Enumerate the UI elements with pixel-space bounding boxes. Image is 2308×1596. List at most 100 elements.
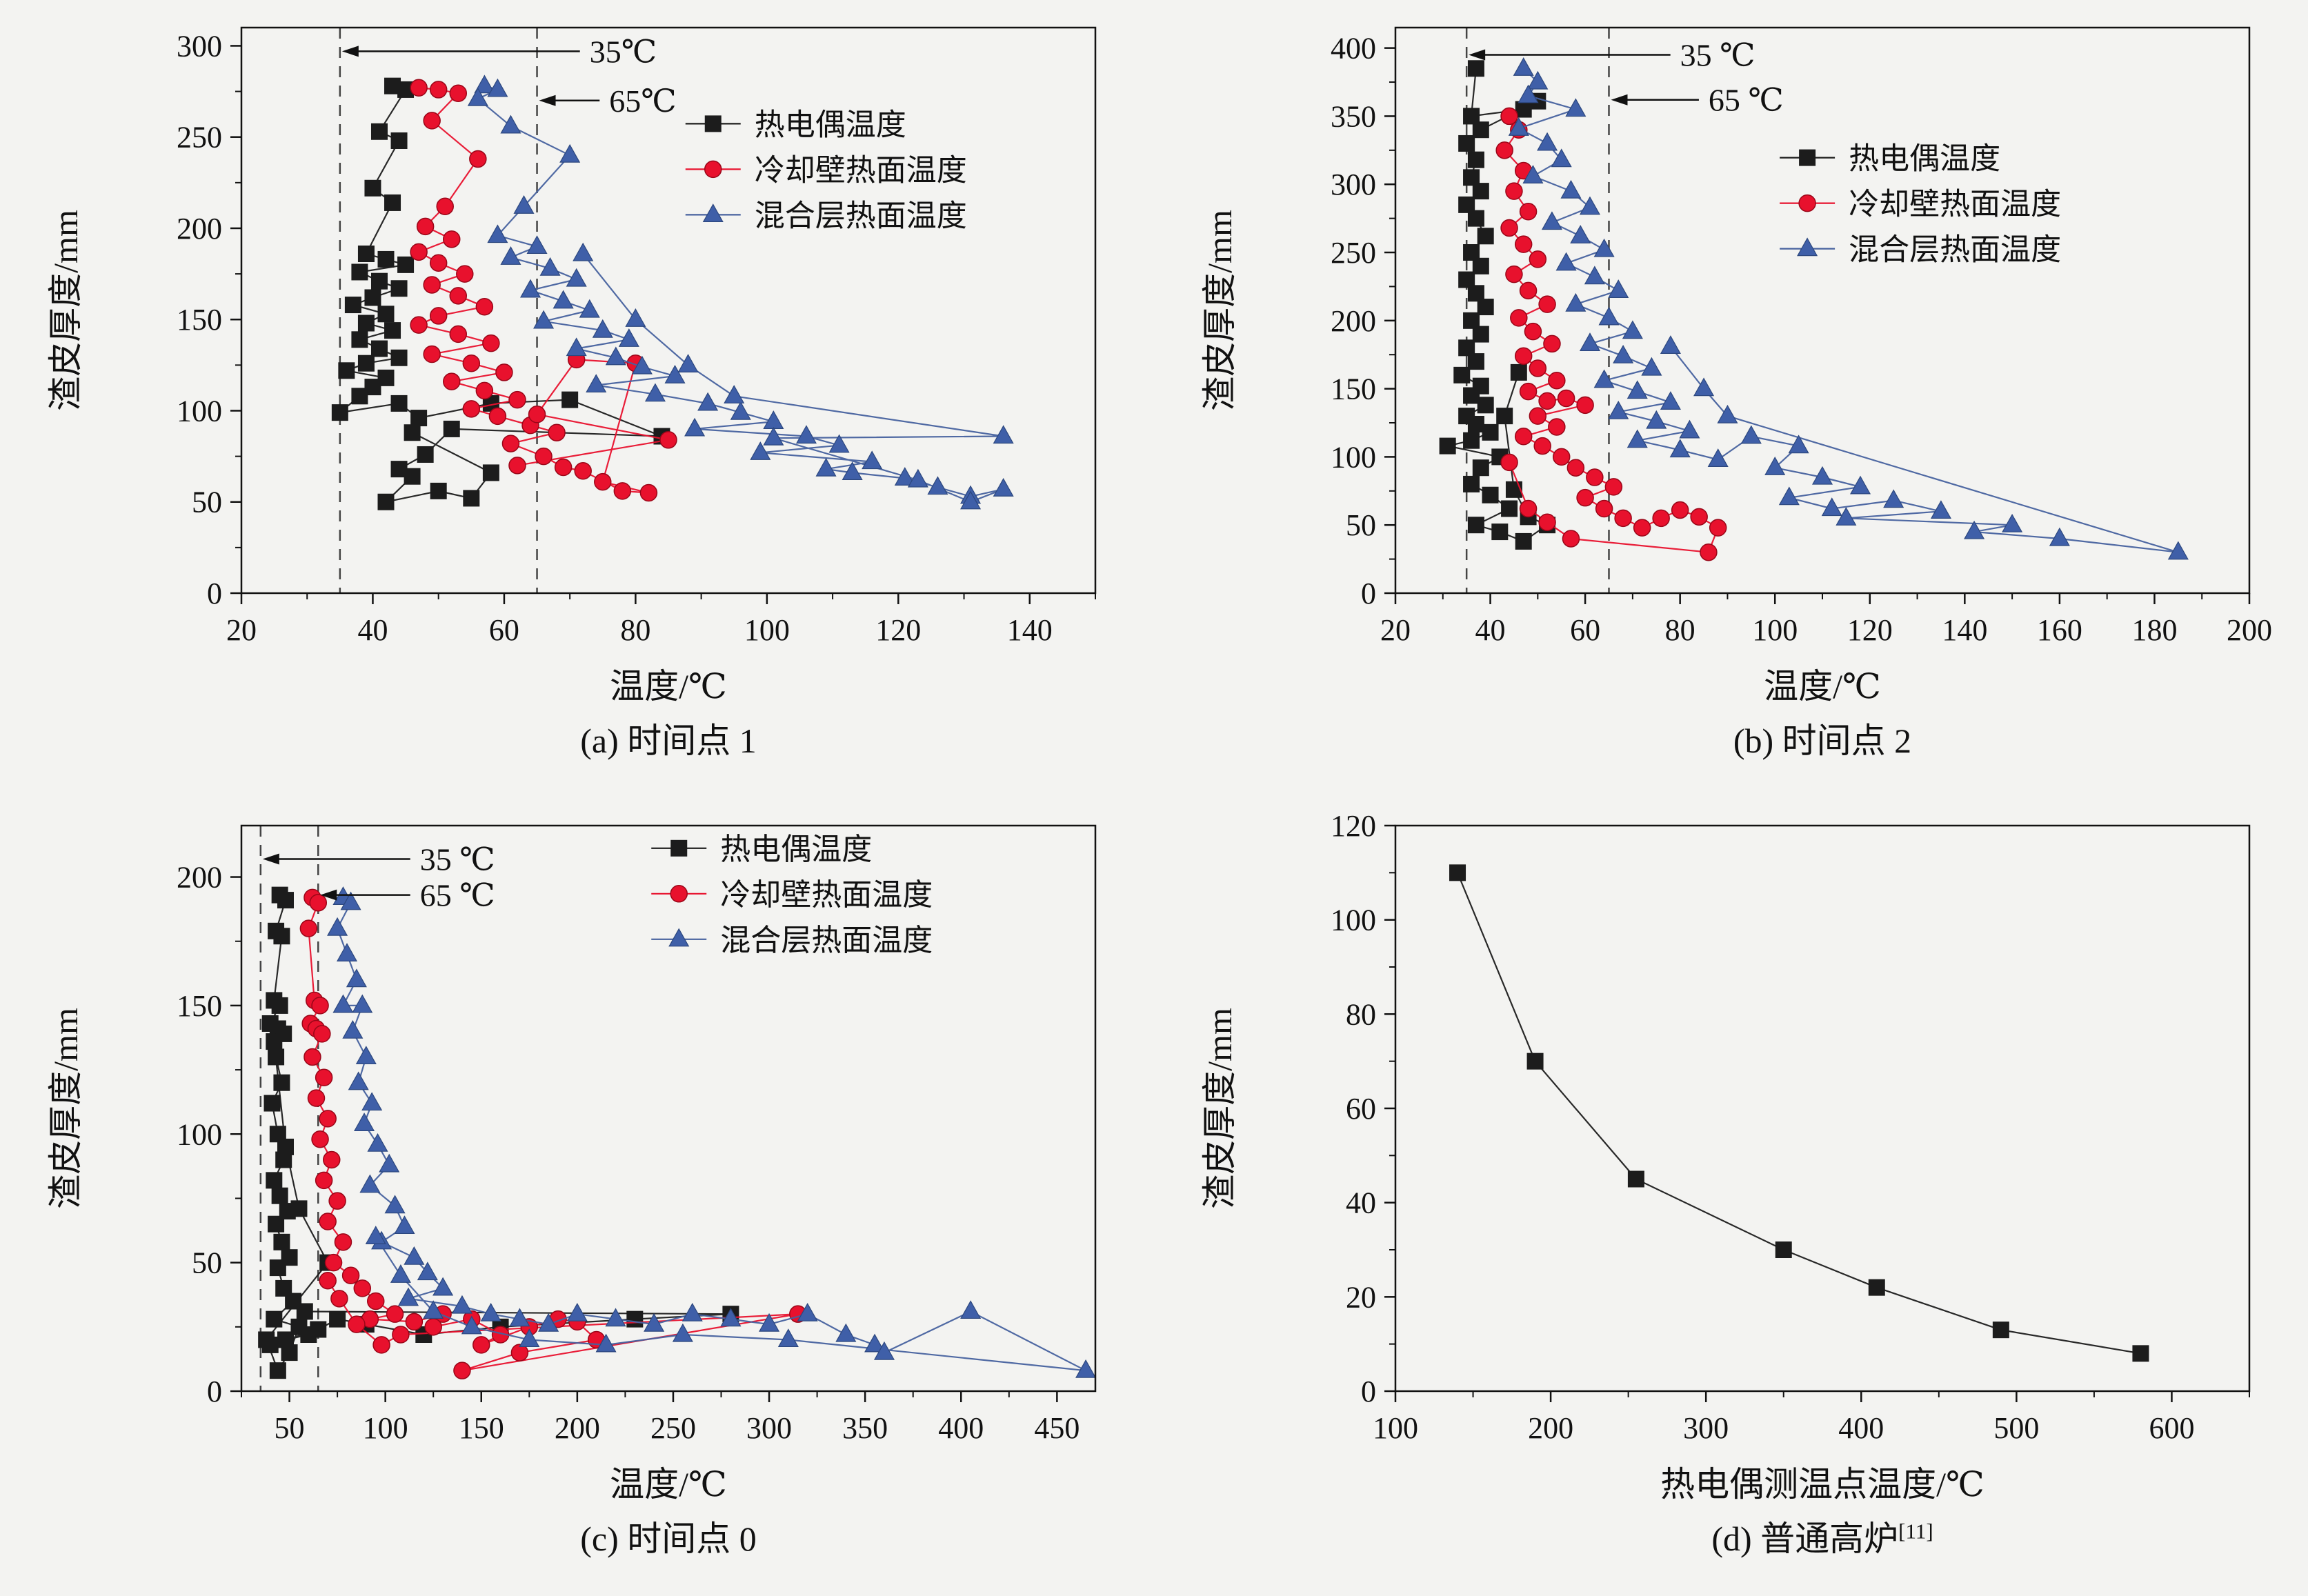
triangle-marker — [797, 1302, 818, 1321]
triangle-marker — [724, 385, 745, 403]
circle-marker — [442, 230, 461, 248]
circle-marker — [416, 217, 435, 236]
circle-marker — [1514, 235, 1533, 253]
annotation-65c: 65 ℃ — [1611, 83, 1784, 118]
y-tick-label: 120 — [1331, 809, 1376, 843]
triangle-marker — [993, 477, 1014, 497]
circle-marker — [1576, 488, 1594, 507]
triangle-marker — [1565, 98, 1586, 117]
triangle-marker — [342, 1019, 364, 1039]
triangle-marker — [480, 1302, 501, 1321]
circle-marker — [392, 1326, 410, 1344]
x-tick-label: 180 — [2131, 613, 2177, 647]
triangle-marker — [1593, 369, 1615, 388]
square-marker — [329, 1310, 346, 1328]
y-tick-label: 0 — [207, 1375, 222, 1408]
circle-marker — [1500, 107, 1518, 126]
square-marker — [1463, 432, 1480, 449]
triangle-marker — [526, 235, 548, 255]
x-tick-label: 300 — [1683, 1411, 1729, 1445]
triangle-marker — [1693, 377, 1715, 397]
circle-marker — [423, 112, 441, 130]
triangle-marker — [605, 1308, 626, 1327]
circle-marker — [475, 381, 494, 400]
triangle-marker — [367, 1133, 388, 1152]
y-tick-label: 300 — [1331, 168, 1376, 201]
circle-marker — [319, 1271, 337, 1290]
x-tick-label: 140 — [1007, 613, 1053, 647]
circle-marker — [704, 160, 722, 179]
square-marker — [269, 1362, 286, 1379]
y-tick-label: 150 — [177, 303, 222, 337]
circle-marker — [1548, 418, 1566, 436]
x-tick-label: 100 — [1373, 1411, 1418, 1445]
legend-label: 混合层热面温度 — [720, 924, 933, 957]
x-tick-label: 60 — [1570, 613, 1600, 647]
cooling-wall-hot-face-series — [410, 79, 677, 502]
annotation-arrow-head — [320, 889, 337, 901]
square-marker — [290, 1200, 308, 1217]
triangle-marker — [720, 1308, 742, 1327]
annotation-label: 65℃ — [609, 83, 676, 119]
y-tick-label: 20 — [1346, 1280, 1376, 1314]
square-marker — [1463, 387, 1480, 404]
circle-marker — [323, 1150, 341, 1169]
triangle-marker — [423, 1300, 444, 1319]
circle-marker — [334, 1233, 352, 1251]
circle-marker — [508, 457, 526, 475]
triangle-marker — [500, 114, 521, 134]
thermocouple-series — [1439, 60, 1556, 550]
x-tick-label: 100 — [363, 1411, 408, 1445]
circle-marker — [528, 406, 546, 423]
square-marker — [1491, 523, 1509, 541]
triangle-marker — [1608, 279, 1629, 298]
triangle-marker — [327, 917, 348, 936]
square-marker — [1799, 149, 1816, 166]
circle-marker — [449, 287, 468, 305]
mixed-layer-hot-face-series — [327, 886, 1097, 1378]
triangle-marker — [1570, 225, 1591, 243]
triangle-marker — [1883, 489, 1904, 508]
square-marker — [404, 424, 421, 441]
square-marker — [384, 194, 401, 211]
square-marker — [273, 1074, 290, 1091]
circle-marker — [574, 462, 592, 480]
circle-marker — [1576, 396, 1594, 415]
square-marker — [1992, 1321, 2009, 1339]
x-tick-label: 200 — [2227, 613, 2272, 647]
thermocouple-series — [1449, 864, 2149, 1362]
subplot-a: 20 40 60 80 100 120 140 0 50 100 150 200 250 300 温度/℃ 渣… — [0, 0, 1154, 798]
triangle-marker — [340, 891, 361, 910]
circle-marker — [510, 1344, 529, 1361]
square-marker — [1472, 326, 1489, 343]
circle-marker — [449, 325, 468, 343]
triangle-marker — [365, 1226, 386, 1244]
triangle-marker — [355, 1046, 377, 1065]
square-marker — [1467, 60, 1484, 77]
circle-marker — [315, 1068, 333, 1087]
annotation-arrow-head — [539, 94, 556, 106]
triangle-marker — [894, 467, 915, 486]
x-tick-label: 60 — [489, 613, 519, 647]
y-tick-label: 200 — [177, 212, 222, 246]
y-tick-label: 50 — [192, 486, 222, 519]
triangle-marker — [1821, 497, 1842, 517]
y-axis-label: 渣皮厚度/mm — [1200, 210, 1239, 411]
threshold-lines — [259, 826, 319, 1391]
triangle-marker — [451, 1295, 472, 1314]
circle-marker — [1690, 508, 1708, 526]
y-tick-label: 50 — [192, 1246, 222, 1280]
square-marker — [357, 315, 375, 332]
triangle-marker — [618, 328, 639, 347]
triangle-marker — [835, 1323, 857, 1342]
triangle-marker — [1660, 335, 1681, 354]
square-marker — [1472, 459, 1489, 477]
triangle-marker — [1626, 380, 1648, 399]
legend-label: 冷却壁热面温度 — [720, 878, 933, 912]
square-marker — [670, 839, 688, 857]
y-tick-label: 300 — [177, 29, 222, 63]
square-marker — [463, 490, 480, 507]
circle-marker — [1595, 499, 1613, 518]
square-marker — [390, 132, 408, 149]
